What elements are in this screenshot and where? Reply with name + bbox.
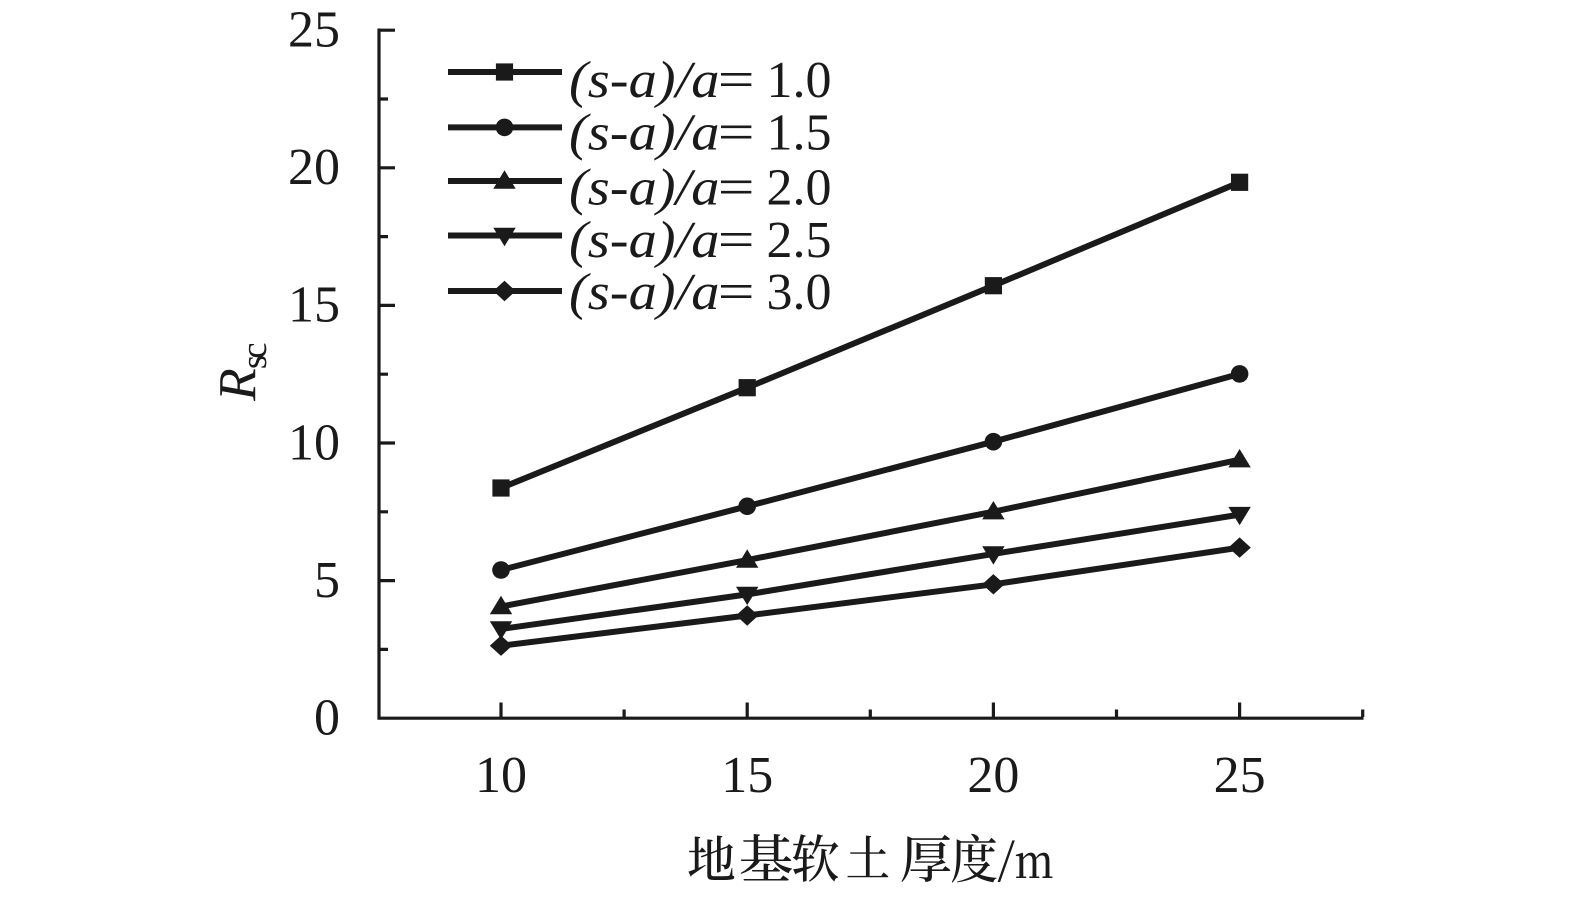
svg-text:0: 0 — [314, 690, 340, 747]
svg-text:=: = — [718, 160, 755, 217]
svg-text:=: = — [718, 264, 755, 321]
svg-text:15: 15 — [721, 747, 773, 804]
svg-text:(s-a)/a: (s-a)/a — [569, 264, 720, 321]
svg-text:(s-a)/a: (s-a)/a — [569, 52, 720, 109]
svg-text:10: 10 — [288, 414, 340, 471]
svg-text:10: 10 — [475, 747, 527, 804]
svg-text:20: 20 — [967, 747, 1019, 804]
svg-text:=: = — [718, 105, 755, 162]
svg-text:15: 15 — [288, 277, 340, 334]
svg-text:5: 5 — [314, 552, 340, 609]
svg-text:1.0: 1.0 — [767, 52, 832, 109]
svg-text:2.5: 2.5 — [767, 212, 832, 269]
svg-text:25: 25 — [1214, 747, 1266, 804]
svg-text:(s-a)/a: (s-a)/a — [569, 160, 720, 217]
svg-text:2.0: 2.0 — [767, 160, 832, 217]
svg-text:=: = — [718, 212, 755, 269]
svg-text:1.5: 1.5 — [767, 105, 832, 162]
svg-text:20: 20 — [288, 139, 340, 196]
svg-text:=: = — [718, 52, 755, 109]
svg-text:(s-a)/a: (s-a)/a — [569, 212, 720, 269]
svg-text:3.0: 3.0 — [767, 264, 832, 321]
svg-text:25: 25 — [288, 2, 340, 59]
svg-text:(s-a)/a: (s-a)/a — [569, 105, 720, 162]
